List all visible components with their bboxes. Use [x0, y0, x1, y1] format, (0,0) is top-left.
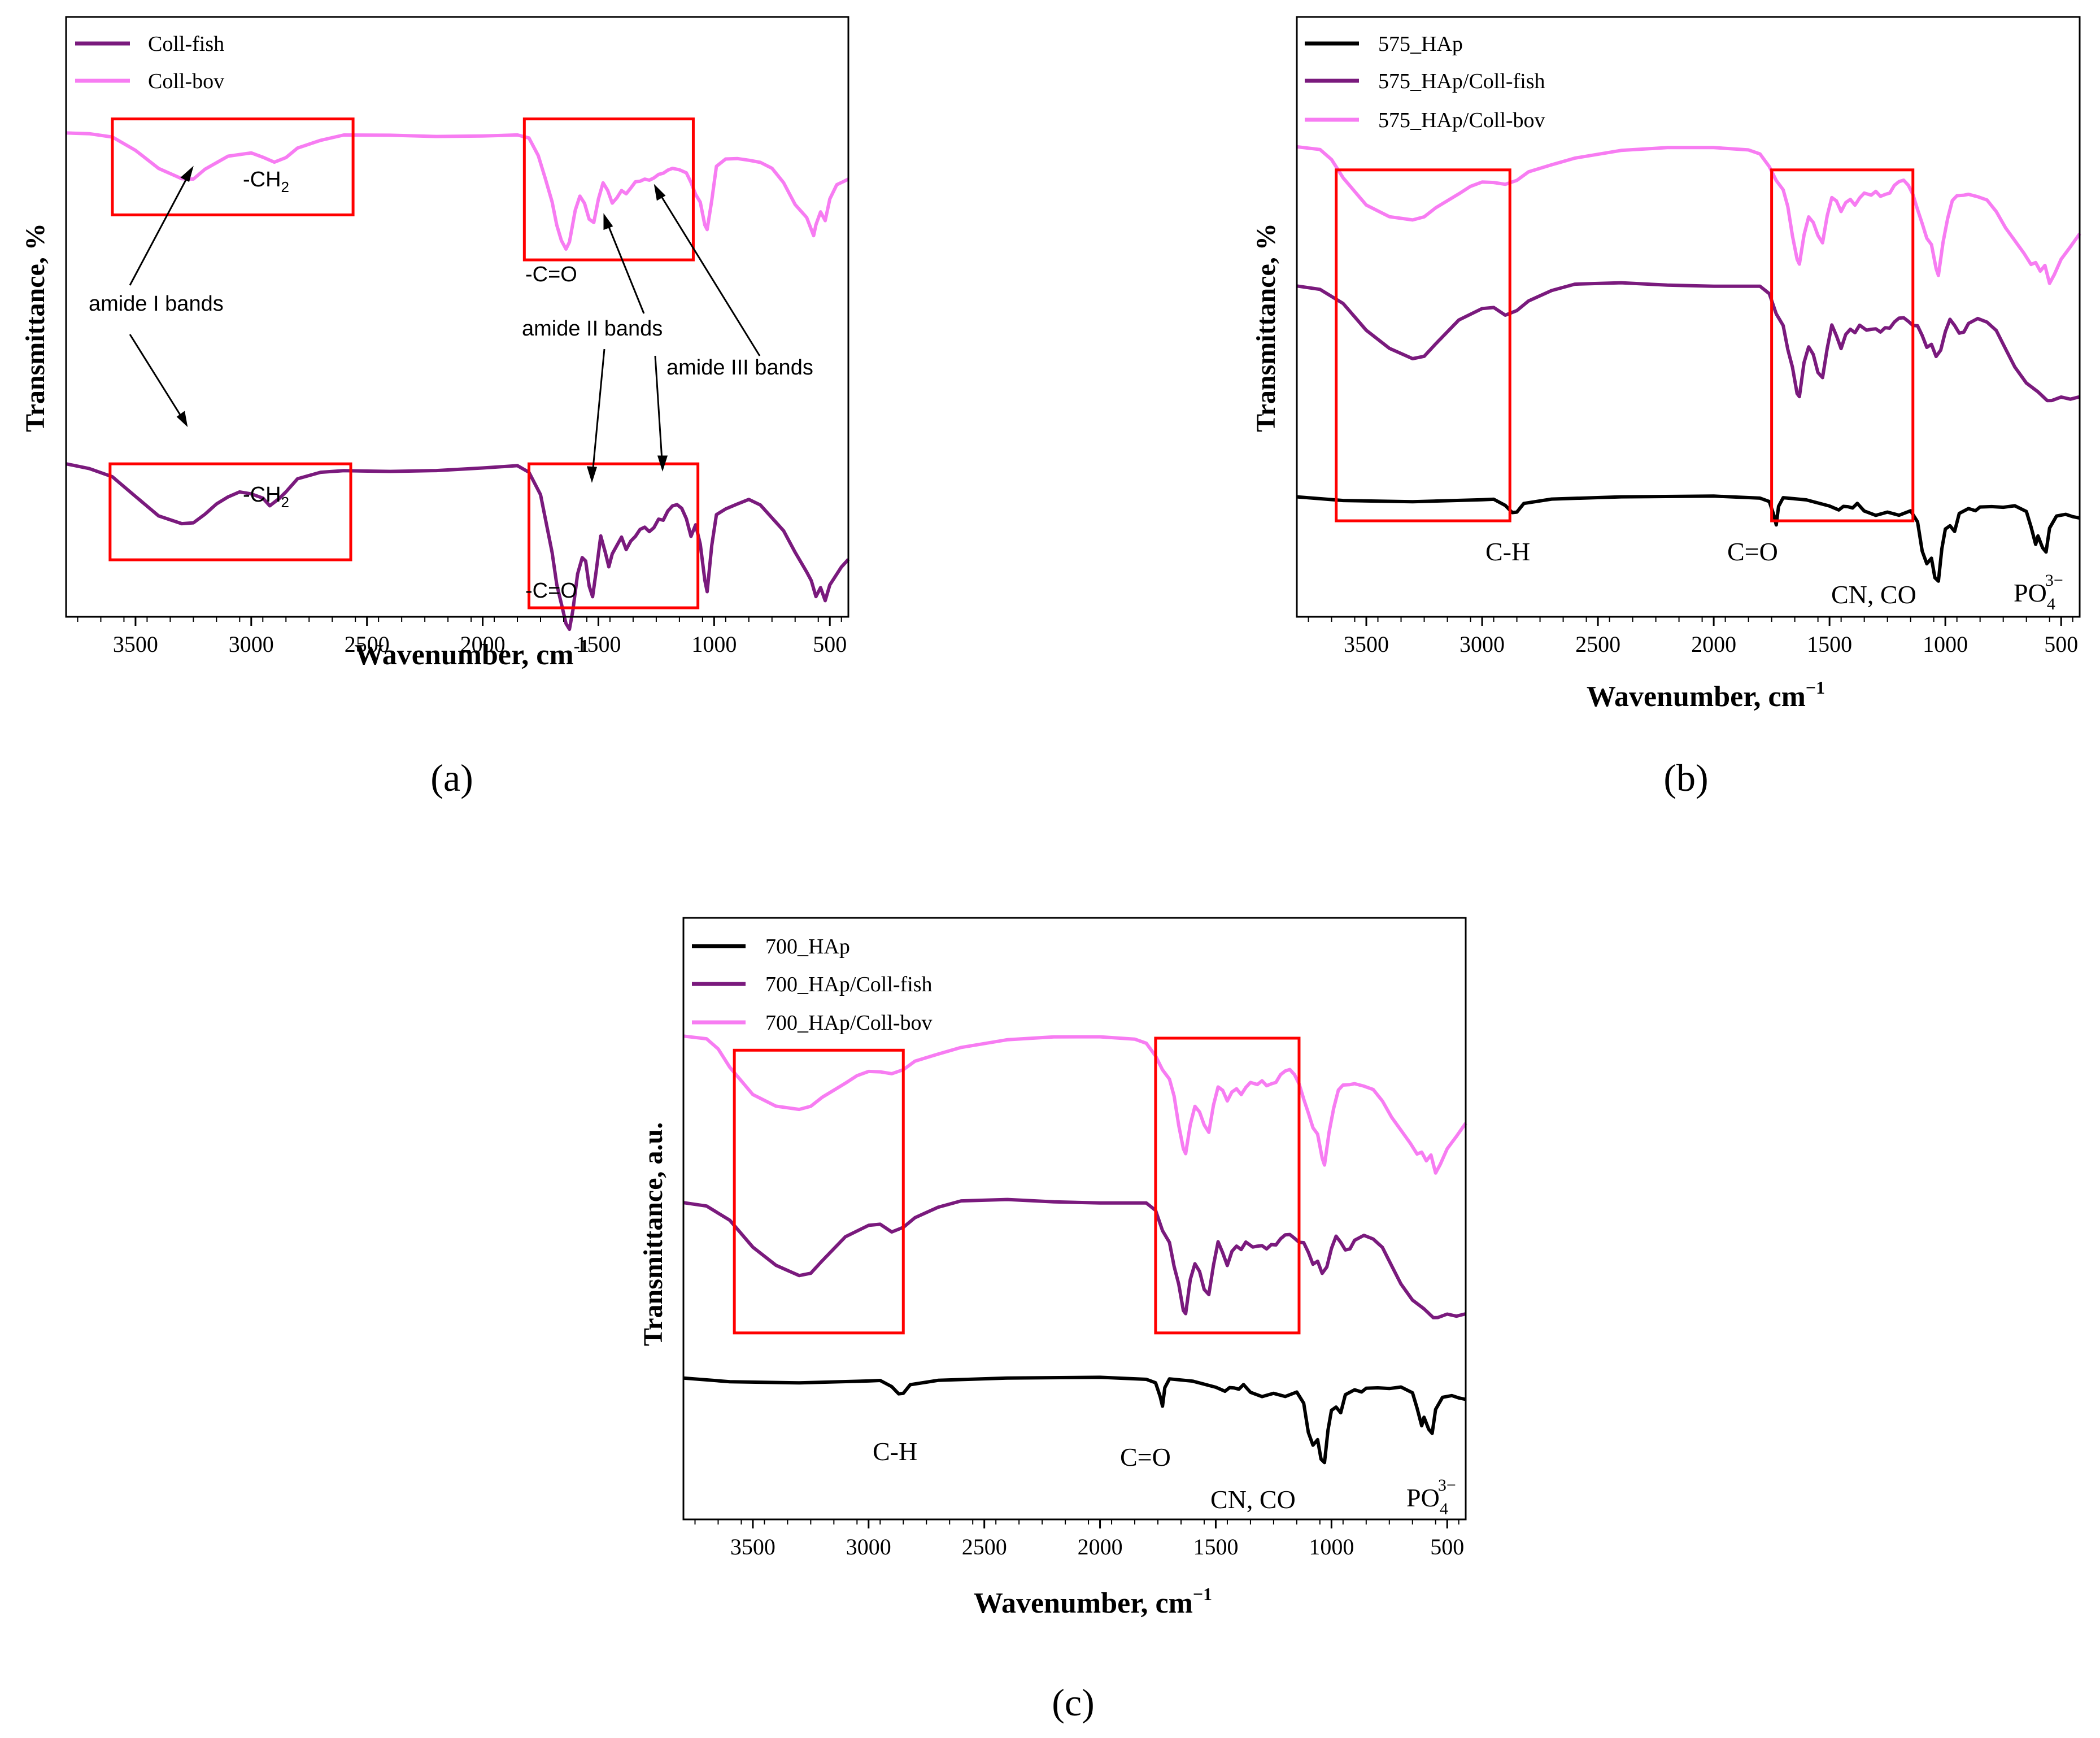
x-tick-label: 3500 [1344, 631, 1389, 657]
x-tick-label: 3000 [1459, 631, 1505, 657]
series-line-coll-bov [66, 131, 849, 251]
panel-a-highlight-boxes [108, 117, 700, 609]
highlight-box-1 [1335, 168, 1511, 522]
panel-b-highlight-boxes [1335, 168, 1915, 522]
panel-c-curves [683, 1034, 1467, 1465]
series-line-575-hap [1296, 494, 2080, 583]
panel-b-y-label: Transmittance, % [1251, 223, 1281, 432]
x-tick-label: 1000 [1309, 1534, 1354, 1560]
x-tick-label: 500 [813, 631, 847, 657]
panel-c-legend: 700_HAp 700_HAp/Coll-fish 700_HAp/Coll-b… [692, 935, 933, 1035]
panel-b-axes: 3500 3000 2500 2000 1500 1000 500 [1296, 16, 2081, 657]
x-tick-label: 1500 [1807, 631, 1852, 657]
series-line-700-hap-coll-fish [683, 1197, 1466, 1319]
panel-b-x-label: Wavenumber, cm−1 [1587, 677, 1825, 713]
panel-b-label: (b) [1663, 756, 1708, 799]
x-tick-label: 500 [1430, 1534, 1464, 1560]
plot-frame [1296, 16, 2081, 618]
panel-c-highlight-boxes [733, 1036, 1301, 1335]
highlight-box-2 [1154, 1036, 1301, 1335]
annotation-amide-i: amide I bands [89, 292, 224, 316]
panel-a-curves [66, 131, 850, 631]
x-tick-label: 3500 [730, 1534, 775, 1560]
plot-frame [65, 16, 849, 618]
panel-a-chart: 3500 3000 2500 2000 1500 1000 500 Coll-fish Co… [20, 16, 850, 799]
x-tick-label: 2500 [1575, 631, 1620, 657]
annotation-ch2-bottom: -CH2 [243, 483, 289, 511]
panel-a-label: (a) [430, 756, 473, 799]
x-tick-label: 2500 [345, 631, 390, 657]
highlight-box-1 [733, 1048, 905, 1335]
x-tick-label: 2000 [1078, 1534, 1123, 1560]
annotation-amide-ii: amide II bands [522, 317, 663, 341]
legend-label-700-hap: 700_HAp [765, 935, 850, 959]
legend-label-coll-fish: Coll-fish [148, 32, 224, 56]
plot-frame [682, 917, 1467, 1521]
x-tick-label: 1000 [1923, 631, 1968, 657]
panel-a-y-label: Transmittance, % [20, 223, 50, 432]
annotation-cn-co: CN, CO [1210, 1485, 1296, 1514]
legend-label-575-hap-coll-fish: 575_HAp/Coll-fish [1378, 69, 1545, 93]
legend-label-575-hap-coll-bov: 575_HAp/Coll-bov [1378, 108, 1545, 132]
annotation-cn-co: CN, CO [1831, 580, 1916, 609]
x-tick-label: 2000 [460, 631, 506, 657]
panel-b-legend: 575_HAp 575_HAp/Coll-fish 575_HAp/Coll-b… [1305, 32, 1545, 132]
x-tick-label: 500 [2044, 631, 2078, 657]
series-line-700-hap-coll-bov [683, 1034, 1467, 1175]
annotation-po4: PO43− [2014, 571, 2063, 613]
panel-c-label: (c) [1052, 1681, 1094, 1724]
panel-b-chart: 3500 3000 2500 2000 1500 1000 500 575_HAp 575_… [1251, 16, 2081, 799]
panel-a-axes: 3500 3000 2500 2000 1500 1000 500 [65, 16, 849, 657]
highlight-box-2 [522, 117, 695, 262]
panel-c-chart: 3500 3000 2500 2000 1500 1000 500 700_HAp 700_… [638, 917, 1467, 1724]
x-tick-label: 3500 [113, 631, 158, 657]
annotation-co: C=O [1120, 1443, 1171, 1471]
panel-c-annotations: C-H C=O CN, CO PO43− [873, 1437, 1456, 1518]
legend-label-700-hap-coll-fish: 700_HAp/Coll-fish [765, 973, 933, 996]
annotation-amide-iii: amide III bands [666, 356, 813, 380]
annotation-ch: C-H [873, 1437, 917, 1466]
panel-a-annotations: -CH2 -CH2 -C=O -C=O amide I bands amide … [89, 165, 813, 603]
legend-label-575-hap: 575_HAp [1378, 32, 1463, 56]
x-tick-label: 2500 [962, 1534, 1007, 1560]
x-tick-label: 1500 [576, 631, 621, 657]
panel-c-axes: 3500 3000 2500 2000 1500 1000 500 [682, 917, 1467, 1560]
annotation-co-top: -C=O [525, 263, 577, 286]
highlight-box-4 [528, 462, 700, 609]
x-tick-label: 3000 [229, 631, 274, 657]
x-tick-label: 3000 [846, 1534, 891, 1560]
highlight-box-3 [108, 462, 352, 561]
series-line-coll-fish [66, 462, 850, 631]
annotation-arrows [129, 165, 761, 483]
annotation-ch2-top: -CH2 [243, 168, 289, 195]
x-tick-label: 1500 [1193, 1534, 1238, 1560]
series-line-700-hap [683, 1375, 1466, 1465]
panel-b-annotations: C-H C=O CN, CO PO43− [1485, 537, 2063, 613]
panel-a-legend: Coll-fish Coll-bov [75, 32, 224, 93]
highlight-box-1 [111, 117, 355, 216]
panel-a-x-label: Wavenumber, cm-1 [355, 635, 589, 671]
series-line-575-hap-coll-fish [1296, 281, 2080, 403]
legend-label-coll-bov: Coll-bov [148, 69, 224, 93]
panel-c-x-label: Wavenumber, cm−1 [974, 1584, 1212, 1619]
annotation-co-bottom: -C=O [525, 579, 577, 603]
annotation-co: C=O [1727, 537, 1778, 566]
highlight-box-2 [1770, 168, 1915, 522]
panel-c-y-label: Transmittance, a.u. [638, 1122, 668, 1346]
annotation-ch: C-H [1485, 537, 1530, 566]
x-tick-label: 1000 [691, 631, 737, 657]
legend-label-700-hap-coll-bov: 700_HAp/Coll-bov [765, 1011, 933, 1035]
x-tick-label: 2000 [1691, 631, 1736, 657]
annotation-po4: PO43− [1406, 1476, 1456, 1518]
